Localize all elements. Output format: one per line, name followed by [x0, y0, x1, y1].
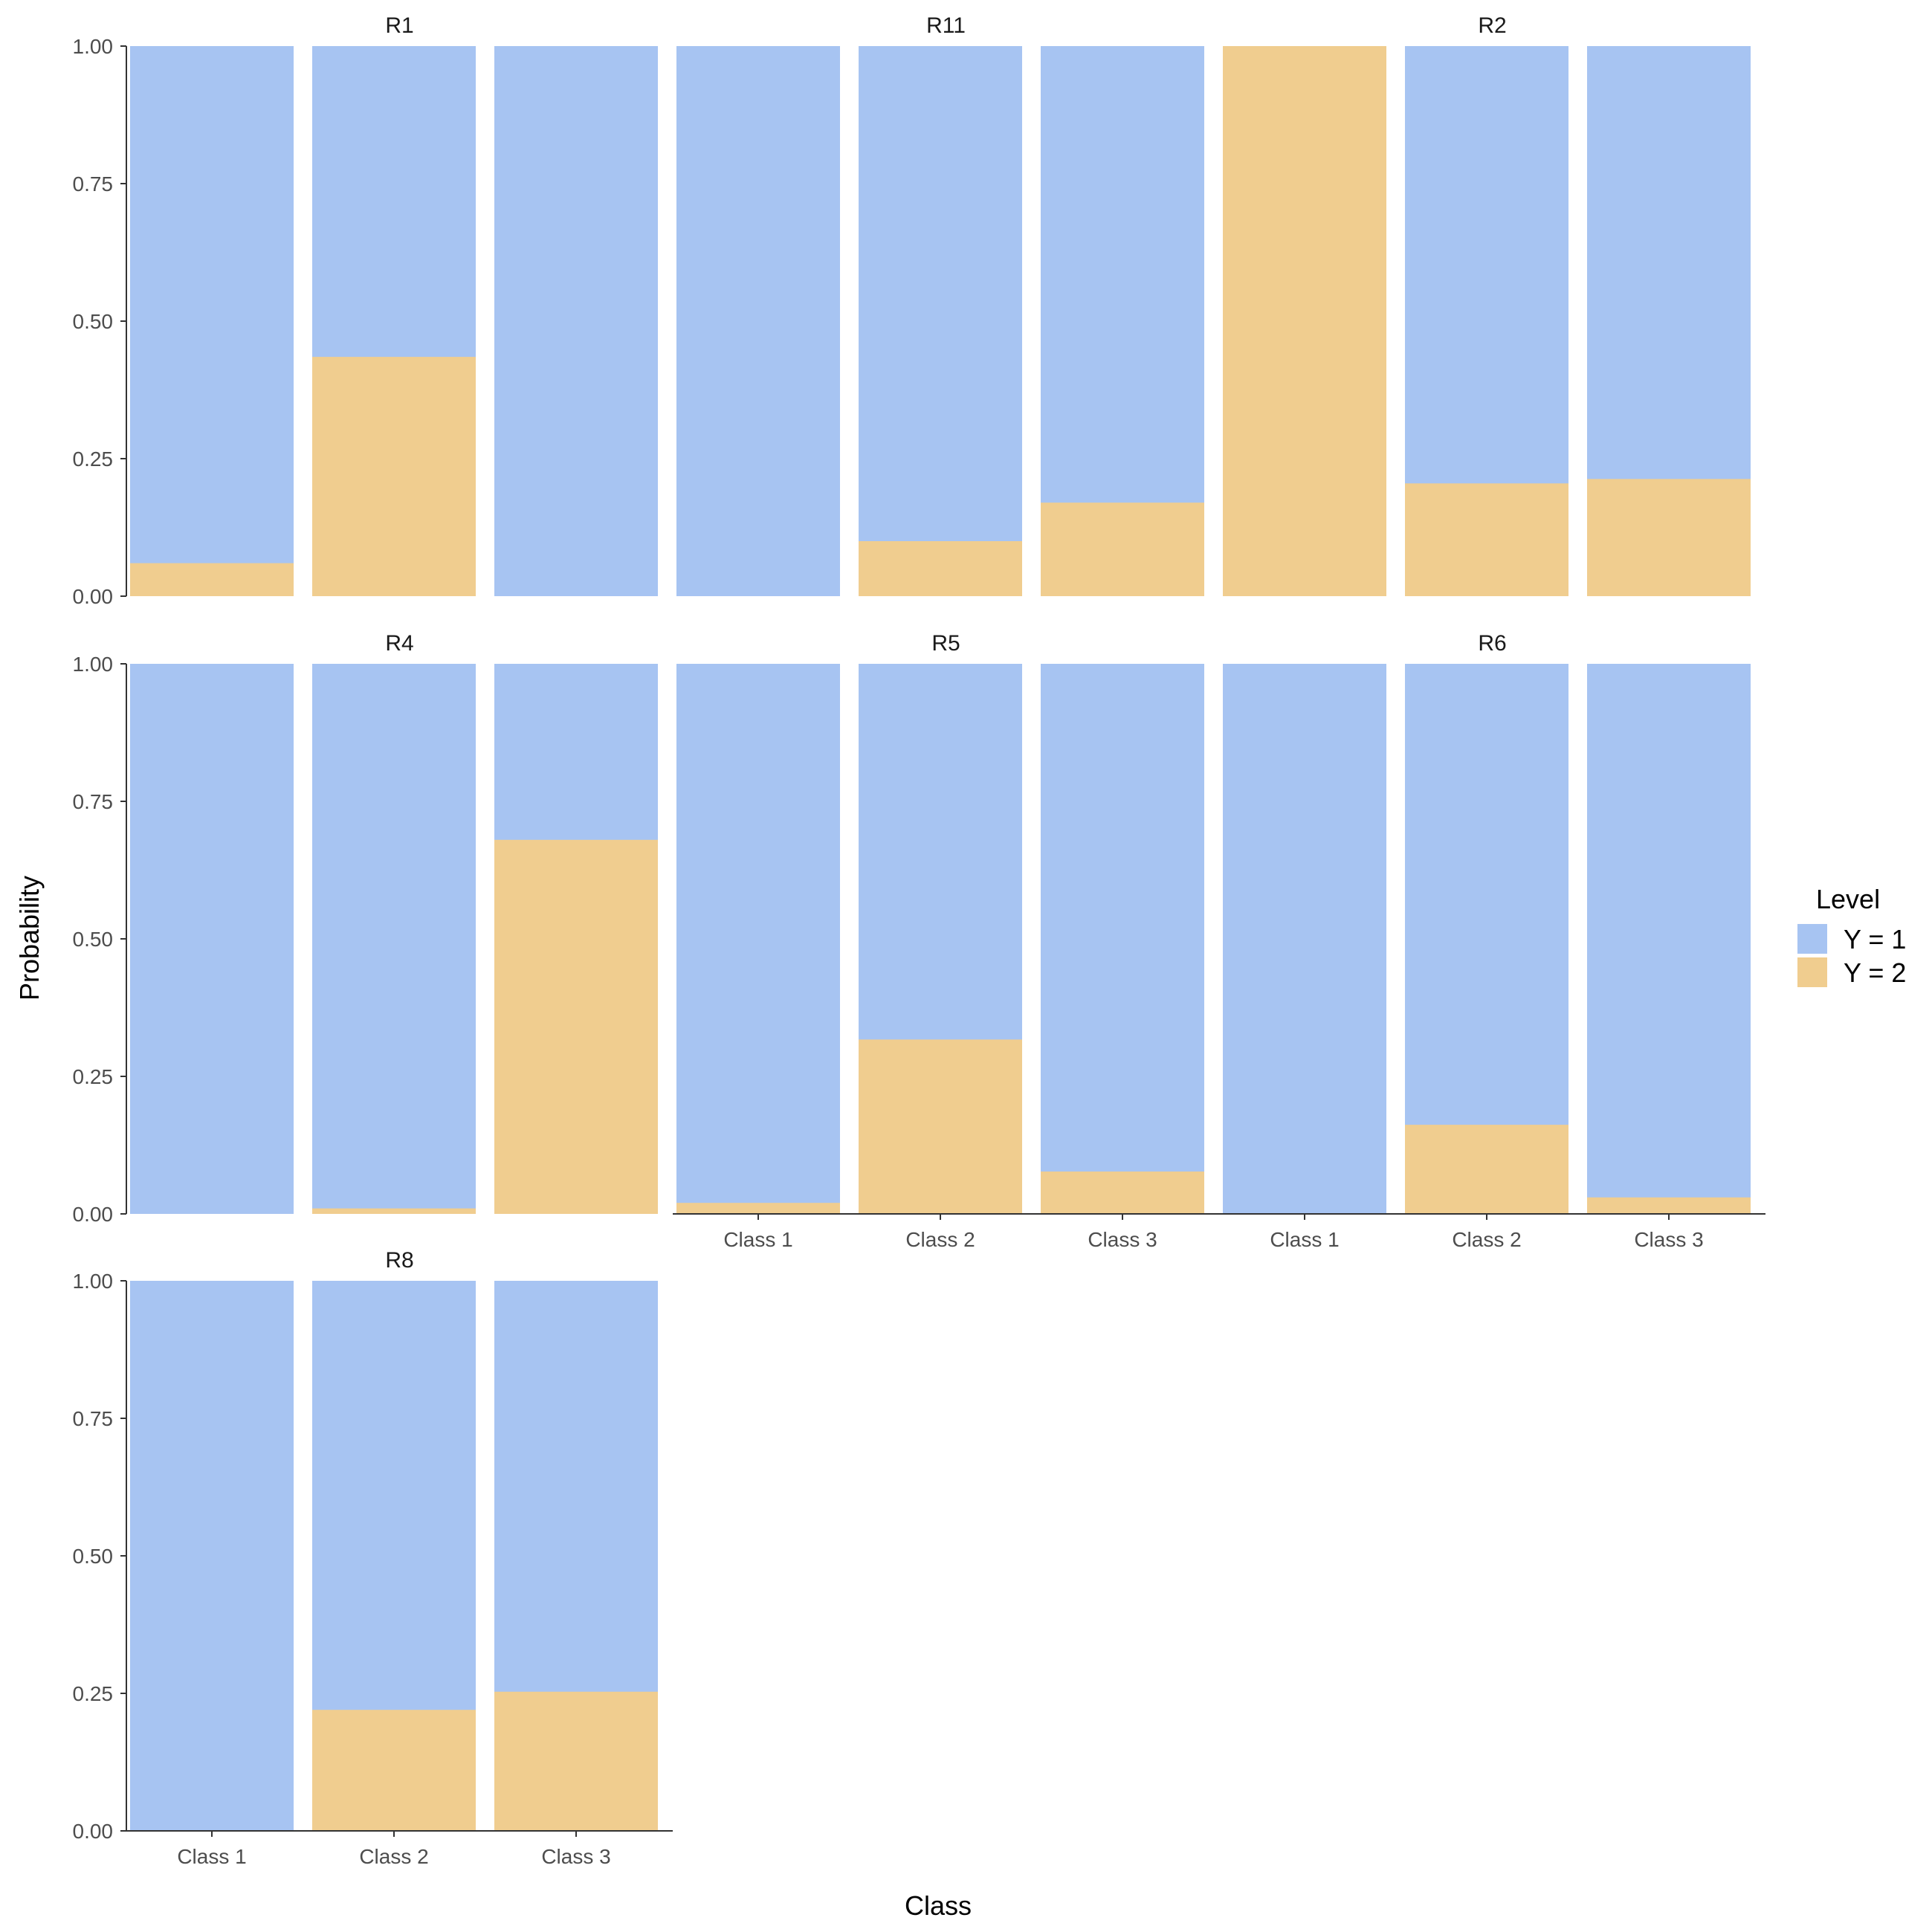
legend-swatch-y1 — [1797, 924, 1827, 954]
y-tick-label: 0.75 — [73, 1407, 114, 1430]
bar-y1-r6-class-2 — [1405, 664, 1568, 1214]
bar-y2-r11-class-2 — [859, 541, 1022, 596]
bar-y2-r4-class-3 — [494, 839, 658, 1214]
bar-y1-r11-class-1 — [676, 46, 840, 596]
bar-y1-r11-class-2 — [859, 46, 1022, 596]
legend-title: Level — [1816, 884, 1880, 914]
x-tick-label: Class 3 — [1634, 1228, 1703, 1251]
bar-y1-r1-class-3 — [494, 46, 658, 596]
bar-y2-r1-class-2 — [312, 357, 476, 596]
bar-y2-r4-class-2 — [312, 1208, 476, 1214]
x-tick-label: Class 2 — [359, 1845, 428, 1868]
legend-label-y2: Y = 2 — [1844, 957, 1906, 988]
y-tick-label: 0.50 — [73, 928, 114, 951]
panel-label: R8 — [385, 1248, 413, 1273]
bar-y2-r6-class-3 — [1587, 1197, 1751, 1214]
x-tick-label: Class 1 — [177, 1845, 246, 1868]
x-tick-label: Class 3 — [1088, 1228, 1157, 1251]
y-tick-label: 0.75 — [73, 790, 114, 813]
x-tick-label: Class 2 — [905, 1228, 975, 1251]
bar-y2-r5-class-3 — [1041, 1172, 1204, 1214]
y-tick-label: 0.00 — [73, 585, 114, 608]
bar-y2-r5-class-2 — [859, 1039, 1022, 1214]
panel-label: R1 — [385, 13, 413, 38]
bar-y2-r6-class-2 — [1405, 1125, 1568, 1214]
y-tick-label: 1.00 — [73, 35, 114, 58]
bar-y1-r5-class-1 — [676, 664, 840, 1214]
panel-label: R6 — [1478, 631, 1506, 656]
bar-y2-r2-class-3 — [1587, 479, 1751, 596]
bar-y1-r8-class-1 — [130, 1281, 294, 1831]
bar-y2-r2-class-1 — [1223, 46, 1386, 596]
x-tick-label: Class 3 — [541, 1845, 610, 1868]
y-tick-label: 0.50 — [73, 310, 114, 333]
panel-label: R2 — [1478, 13, 1506, 38]
bar-y2-r2-class-2 — [1405, 483, 1568, 596]
x-tick-label: Class 1 — [723, 1228, 792, 1251]
panel-label: R5 — [931, 631, 960, 656]
bar-y1-r4-class-1 — [130, 664, 294, 1214]
bar-y2-r8-class-3 — [494, 1691, 658, 1831]
y-tick-label: 0.25 — [73, 1682, 114, 1705]
y-tick-label: 0.50 — [73, 1545, 114, 1568]
y-tick-label: 0.00 — [73, 1203, 114, 1226]
y-tick-label: 1.00 — [73, 653, 114, 676]
bar-y2-r11-class-3 — [1041, 503, 1204, 596]
y-tick-label: 0.00 — [73, 1820, 114, 1843]
bar-y2-r5-class-1 — [676, 1203, 840, 1214]
legend-swatch-y2 — [1797, 957, 1827, 987]
y-tick-label: 1.00 — [73, 1270, 114, 1293]
bar-y1-r5-class-3 — [1041, 664, 1204, 1214]
bar-y1-r1-class-1 — [130, 46, 294, 596]
x-tick-label: Class 2 — [1452, 1228, 1521, 1251]
panel-label: R4 — [385, 631, 413, 656]
y-tick-label: 0.25 — [73, 1065, 114, 1088]
bar-y1-r6-class-1 — [1223, 664, 1386, 1214]
x-axis-title: Class — [905, 1890, 972, 1921]
bar-y2-r1-class-1 — [130, 563, 294, 596]
y-tick-label: 0.25 — [73, 447, 114, 471]
bar-y2-r8-class-2 — [312, 1710, 476, 1831]
panel-label: R11 — [926, 13, 966, 38]
legend-label-y1: Y = 1 — [1844, 924, 1906, 954]
y-axis-title: Probability — [14, 876, 45, 1001]
bar-y1-r4-class-2 — [312, 664, 476, 1214]
y-tick-label: 0.75 — [73, 172, 114, 196]
bar-y1-r6-class-3 — [1587, 664, 1751, 1214]
x-tick-label: Class 1 — [1270, 1228, 1339, 1251]
